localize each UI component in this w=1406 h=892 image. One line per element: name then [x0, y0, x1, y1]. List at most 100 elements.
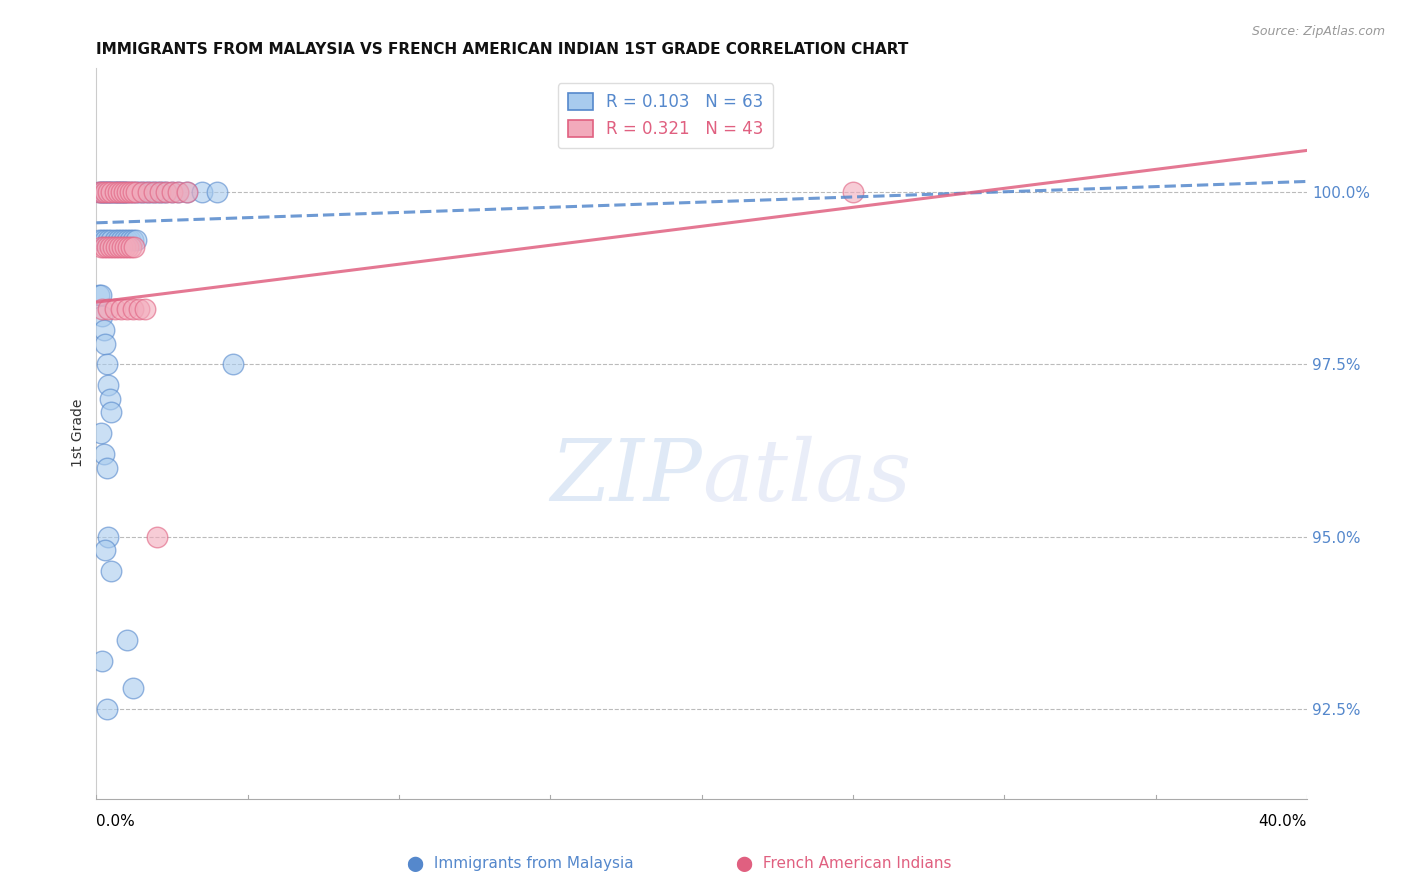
Point — [121, 185, 143, 199]
Y-axis label: 1st Grade: 1st Grade — [72, 399, 86, 467]
Point — [131, 185, 153, 199]
Point — [94, 185, 117, 199]
Point — [146, 185, 169, 199]
Point — [118, 185, 141, 199]
Point — [103, 185, 125, 199]
Point — [160, 185, 183, 199]
Point — [93, 185, 115, 199]
Point — [136, 185, 159, 199]
Point — [90, 185, 112, 199]
Point — [142, 185, 165, 199]
Point — [101, 240, 124, 254]
Point — [93, 323, 115, 337]
Point — [110, 301, 132, 316]
Point — [96, 460, 118, 475]
Text: ⬤  Immigrants from Malaysia: ⬤ Immigrants from Malaysia — [406, 856, 634, 872]
Text: Source: ZipAtlas.com: Source: ZipAtlas.com — [1251, 25, 1385, 38]
Point — [121, 681, 143, 696]
Point — [115, 185, 138, 199]
Point — [91, 654, 114, 668]
Point — [108, 185, 131, 199]
Point — [176, 185, 198, 199]
Point — [125, 185, 148, 199]
Point — [115, 633, 138, 648]
Point — [94, 543, 117, 558]
Point — [122, 240, 145, 254]
Point — [110, 233, 132, 247]
Point — [107, 185, 129, 199]
Point — [97, 301, 120, 316]
Point — [110, 185, 132, 199]
Point — [115, 185, 138, 199]
Point — [110, 185, 132, 199]
Point — [98, 185, 121, 199]
Point — [142, 185, 165, 199]
Point — [96, 702, 118, 716]
Text: ZIP: ZIP — [550, 435, 702, 518]
Point — [89, 185, 111, 199]
Point — [93, 240, 115, 254]
Point — [97, 233, 120, 247]
Point — [101, 185, 124, 199]
Point — [115, 233, 138, 247]
Point — [103, 233, 125, 247]
Point — [90, 426, 112, 441]
Point — [134, 185, 156, 199]
Text: IMMIGRANTS FROM MALAYSIA VS FRENCH AMERICAN INDIAN 1ST GRADE CORRELATION CHART: IMMIGRANTS FROM MALAYSIA VS FRENCH AMERI… — [97, 42, 908, 57]
Point — [134, 301, 156, 316]
Point — [155, 185, 177, 199]
Point — [91, 309, 114, 323]
Point — [103, 185, 125, 199]
Text: atlas: atlas — [702, 435, 911, 518]
Point — [176, 185, 198, 199]
Point — [121, 185, 143, 199]
Point — [89, 185, 111, 199]
Point — [105, 185, 128, 199]
Point — [146, 530, 169, 544]
Point — [160, 185, 183, 199]
Point — [112, 185, 135, 199]
Text: 0.0%: 0.0% — [97, 814, 135, 829]
Point — [128, 185, 150, 199]
Point — [100, 185, 122, 199]
Point — [149, 185, 172, 199]
Point — [94, 336, 117, 351]
Point — [103, 301, 125, 316]
Point — [111, 185, 134, 199]
Point — [152, 185, 174, 199]
Point — [167, 185, 190, 199]
Point — [149, 185, 172, 199]
Point — [117, 240, 139, 254]
Point — [96, 185, 118, 199]
Point — [121, 233, 143, 247]
Point — [100, 233, 122, 247]
Point — [128, 301, 150, 316]
Point — [125, 185, 148, 199]
Point — [90, 240, 112, 254]
Point — [91, 301, 114, 316]
Legend: R = 0.103   N = 63, R = 0.321   N = 43: R = 0.103 N = 63, R = 0.321 N = 43 — [558, 83, 773, 148]
Point — [89, 233, 111, 247]
Point — [100, 405, 122, 419]
Point — [90, 288, 112, 302]
Point — [97, 530, 120, 544]
Point — [98, 240, 121, 254]
Point — [89, 288, 111, 302]
Point — [125, 233, 148, 247]
Point — [107, 185, 129, 199]
Point — [93, 447, 115, 461]
Point — [118, 185, 141, 199]
Point — [94, 185, 117, 199]
Text: ⬤  French American Indians: ⬤ French American Indians — [735, 856, 952, 872]
Point — [98, 392, 121, 406]
Point — [842, 185, 865, 199]
Point — [91, 185, 114, 199]
Point — [139, 185, 162, 199]
Point — [107, 233, 129, 247]
Point — [112, 185, 135, 199]
Point — [100, 564, 122, 578]
Point — [131, 185, 153, 199]
Point — [120, 240, 142, 254]
Point — [96, 240, 118, 254]
Point — [97, 185, 120, 199]
